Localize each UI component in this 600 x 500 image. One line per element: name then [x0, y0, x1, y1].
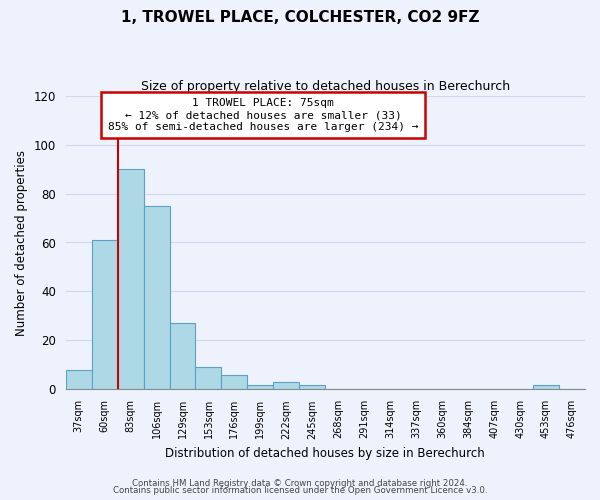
Title: Size of property relative to detached houses in Berechurch: Size of property relative to detached ho…	[141, 80, 510, 93]
Text: 1, TROWEL PLACE, COLCHESTER, CO2 9FZ: 1, TROWEL PLACE, COLCHESTER, CO2 9FZ	[121, 10, 479, 25]
Bar	[118, 169, 143, 390]
Bar	[196, 368, 221, 390]
Bar	[170, 324, 196, 390]
Text: Contains HM Land Registry data © Crown copyright and database right 2024.: Contains HM Land Registry data © Crown c…	[132, 478, 468, 488]
Bar	[299, 384, 325, 390]
Bar	[92, 240, 118, 390]
Bar	[533, 384, 559, 390]
Bar	[274, 382, 299, 390]
Text: 1 TROWEL PLACE: 75sqm
← 12% of detached houses are smaller (33)
85% of semi-deta: 1 TROWEL PLACE: 75sqm ← 12% of detached …	[108, 98, 418, 132]
Bar	[65, 370, 92, 390]
Bar	[221, 375, 247, 390]
Bar	[247, 384, 274, 390]
X-axis label: Distribution of detached houses by size in Berechurch: Distribution of detached houses by size …	[166, 447, 485, 460]
Bar	[143, 206, 170, 390]
Text: Contains public sector information licensed under the Open Government Licence v3: Contains public sector information licen…	[113, 486, 487, 495]
Y-axis label: Number of detached properties: Number of detached properties	[15, 150, 28, 336]
